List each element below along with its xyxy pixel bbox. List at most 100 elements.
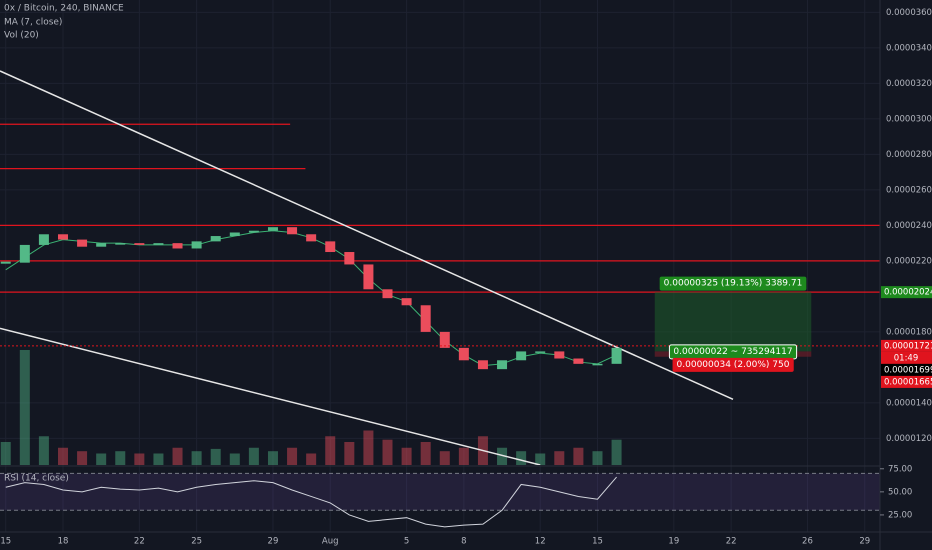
candle — [611, 347, 622, 364]
candle — [287, 227, 298, 235]
volume-bar — [420, 442, 431, 465]
candle — [210, 236, 221, 242]
volume-bar — [267, 451, 278, 465]
candle — [344, 252, 355, 265]
rsi-line — [5, 476, 617, 528]
candle — [497, 360, 508, 370]
candle — [0, 261, 11, 264]
indicator-label: Vol (20) — [4, 31, 39, 41]
x-tick-label: 5 — [404, 537, 409, 547]
x-tick-label: Aug — [322, 537, 339, 547]
target-label: 0.00000325 (19.13%) 3389.71 — [664, 279, 803, 289]
candle — [573, 358, 584, 364]
x-tick-label: 15 — [0, 537, 11, 547]
price-label-box — [881, 286, 932, 299]
volume-bar — [115, 451, 126, 465]
x-tick-label: 12 — [535, 537, 546, 547]
candle — [96, 243, 107, 247]
candle — [38, 234, 49, 245]
candle — [229, 232, 240, 237]
candle — [191, 241, 202, 249]
volume-bar — [611, 439, 622, 465]
target-zone — [654, 292, 812, 352]
indicator-label: MA (7, close) — [4, 18, 62, 28]
candle — [172, 243, 183, 249]
volume-bar — [458, 447, 469, 465]
target-label-box — [659, 276, 807, 291]
candle — [306, 234, 317, 242]
rsi-tick-label: 75.00 — [888, 464, 912, 474]
volume-bar — [325, 436, 336, 465]
candle — [535, 351, 546, 353]
volume-bar — [229, 453, 240, 465]
x-tick-label: 22 — [726, 537, 737, 547]
volume-bar — [210, 448, 221, 465]
x-tick-label: 29 — [859, 537, 870, 547]
volume-bar — [401, 447, 412, 465]
candle — [439, 331, 450, 348]
candle — [382, 289, 393, 299]
volume-bar — [248, 447, 259, 465]
candle — [153, 243, 164, 245]
candle — [77, 239, 88, 247]
x-tick-label: 15 — [592, 537, 603, 547]
candle — [248, 230, 259, 233]
x-tick-label: 22 — [134, 537, 145, 547]
candle — [363, 264, 374, 290]
price-label: 0.00001665 — [884, 377, 932, 387]
candle — [420, 305, 431, 332]
x-tick-label: 8 — [461, 537, 466, 547]
x-tick-label: 18 — [58, 537, 69, 547]
candle — [267, 227, 278, 231]
stop-label-box — [672, 357, 794, 372]
time-label: 01:49 — [894, 353, 919, 363]
volume-bar — [554, 451, 565, 465]
rsi-band — [0, 473, 880, 511]
x-tick-label: 19 — [668, 537, 679, 547]
volume-bar — [344, 442, 355, 465]
candle — [115, 243, 126, 245]
candle — [516, 351, 527, 361]
volume-bar — [57, 447, 68, 465]
rsi-tick-label: 50.00 — [888, 487, 912, 497]
volume-bar — [363, 430, 374, 465]
price-label: 0.00001721 — [884, 341, 932, 351]
volume-bar — [382, 439, 393, 465]
volume-bar — [153, 453, 164, 465]
volume-bar — [96, 453, 107, 465]
volume-bar — [134, 453, 145, 465]
candle — [477, 360, 488, 370]
volume-bar — [439, 451, 450, 465]
volume-bar — [19, 350, 30, 465]
volume-bar — [306, 453, 317, 465]
price-label: 0.00001699 — [884, 365, 932, 375]
candle — [57, 234, 68, 240]
volume-bar — [38, 436, 49, 465]
rsi-tick-label: 25.00 — [888, 510, 912, 520]
candle — [458, 347, 469, 361]
quantity-label: 0.00000022 ~ 735294117 — [673, 347, 792, 357]
candle — [401, 298, 412, 306]
y-tick-label: 0.00003600 — [886, 8, 932, 18]
x-tick-label: 26 — [802, 537, 813, 547]
trend-line — [0, 327, 541, 465]
candle — [19, 244, 30, 263]
volume-bar — [77, 451, 88, 465]
volume-bar — [497, 447, 508, 465]
candle — [554, 351, 565, 359]
price-label-box — [881, 363, 932, 376]
trend-line — [0, 70, 734, 401]
volume-bar — [191, 451, 202, 465]
candle — [592, 363, 603, 366]
